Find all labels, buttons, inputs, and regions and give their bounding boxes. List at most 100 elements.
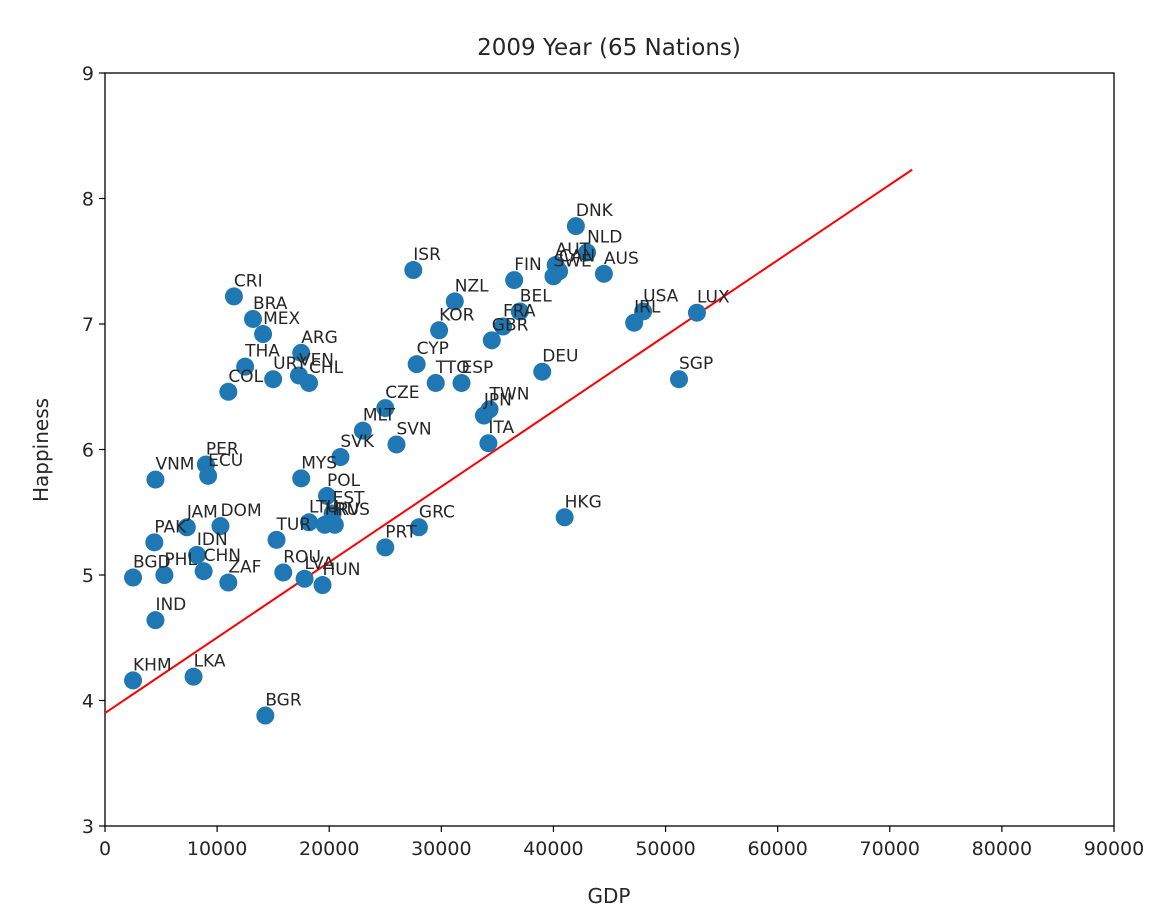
data-label-idn: IDN [197,530,228,550]
data-point-prt [376,538,395,557]
data-point-mex [254,325,273,344]
data-label-hrv: HRV [325,500,361,520]
data-point-kor [430,321,449,340]
data-label-isr: ISR [413,245,441,265]
data-label-bgd: BGD [133,553,171,573]
x-tick-label: 30000 [411,838,471,860]
data-label-lux: LUX [697,288,730,308]
x-tick-label: 80000 [972,838,1032,860]
data-point-tha [236,357,255,376]
data-label-vnm: VNM [155,455,194,475]
data-label-nzl: NZL [455,276,489,296]
data-point-lva [295,569,314,588]
data-label-lka: LKA [194,652,226,672]
data-label-mex: MEX [263,309,300,329]
x-tick-label: 10000 [187,838,247,860]
data-point-sgp [670,370,689,389]
data-point-grc [409,518,428,537]
plot-area-frame [104,72,1115,827]
data-label-arg: ARG [301,328,338,348]
x-tick-label: 50000 [635,838,695,860]
data-point-bra [243,309,262,328]
data-label-rou: ROU [283,547,321,567]
data-point-fin [505,271,524,290]
data-label-ury: URY [273,354,307,374]
data-point-deu [533,362,552,381]
data-point-cri [224,287,243,306]
data-label-dom: DOM [220,501,261,521]
data-label-zaf: ZAF [228,558,261,578]
data-label-rus: RUS [335,500,370,520]
data-point-arg [292,343,311,362]
data-label-ecu: ECU [208,451,243,471]
data-label-prt: PRT [385,522,417,542]
data-point-lka [184,667,203,686]
data-point-dnk [566,217,585,236]
data-label-pol: POL [327,471,361,491]
data-label-ita: ITA [488,418,514,438]
data-point-nld [578,243,597,262]
data-label-ven: VEN [299,350,334,370]
data-point-jpn [474,406,493,425]
data-label-phl: PHL [164,550,197,570]
data-point-cyp [407,355,426,374]
data-label-nld: NLD [587,227,622,247]
data-label-esp: ESP [462,358,494,378]
data-label-bra: BRA [253,294,288,314]
data-point-chn [194,562,213,581]
x-tick-label: 0 [99,838,111,860]
data-point-fra [493,317,512,336]
data-point-chl [300,373,319,392]
x-tick-label: 60000 [747,838,807,860]
data-label-grc: GRC [419,502,455,522]
data-label-swe: SWE [553,251,591,271]
data-point-nzl [445,292,464,311]
data-point-tur [267,530,286,549]
data-point-irl [625,313,644,332]
x-axis: 0 10000 20000 30000 40000 50000 60000 70000 8000… [99,826,1144,860]
y-tick-label: 7 [82,314,94,336]
trend-line [104,168,913,714]
data-point-bgr [256,706,275,725]
data-point-esp [452,373,471,392]
data-label-est: EST [333,489,366,509]
y-tick-label: 6 [82,440,94,462]
data-point-ita [479,434,498,453]
data-point-ltu [300,513,319,532]
data-point-rou [274,563,293,582]
data-point-khm [124,671,143,690]
data-point-bgd [124,568,143,587]
data-point-tto [426,373,445,392]
data-label-fin: FIN [514,255,542,275]
data-point-rus [325,515,344,534]
data-label-lva: LVA [305,554,335,574]
data-label-gbr: GBR [492,315,529,335]
data-point-svk [331,448,350,467]
data-label-chl: CHL [309,358,344,378]
data-label-pak: PAK [154,517,187,537]
data-point-lux [687,303,706,322]
data-label-tto: TTO [435,358,470,378]
data-label-mlt: MLT [363,406,396,426]
data-label-cri: CRI [234,271,263,291]
data-label-usa: USA [643,286,679,306]
y-tick-label: 9 [82,63,94,85]
data-point-bel [510,302,529,321]
data-label-bgr: BGR [265,691,302,711]
data-label-jpn: JPN [483,391,512,411]
x-tick-label: 90000 [1084,838,1144,860]
data-point-pol [317,486,336,505]
data-label-aut: AUT [556,240,591,260]
data-point-vnm [146,470,165,489]
y-tick-label: 8 [82,189,94,211]
y-tick-label: 5 [82,565,94,587]
y-axis-label: Happiness [29,398,53,502]
data-label-bel: BEL [520,286,552,306]
data-label-dnk: DNK [576,201,614,221]
data-label-tur: TUR [276,515,312,535]
data-label-tha: THA [244,342,280,362]
data-point-ury [264,370,283,389]
data-point-col [219,382,238,401]
y-axis: 3 4 5 6 7 8 9 [82,63,105,838]
